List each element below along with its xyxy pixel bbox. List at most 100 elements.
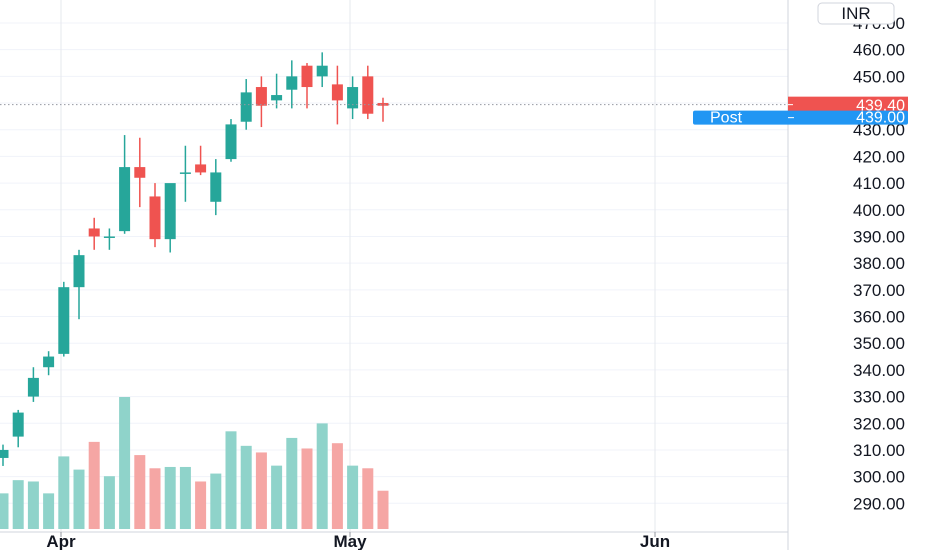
x-tick-label: May (333, 532, 367, 550)
candle[interactable] (240, 79, 252, 130)
candle[interactable] (210, 159, 222, 216)
y-tick-label: 340.00 (853, 361, 905, 380)
currency-label: INR (841, 4, 870, 23)
candle[interactable] (73, 249, 85, 320)
volume-bar (362, 468, 374, 529)
post-price-badge-box (693, 110, 908, 125)
volume-bar (119, 397, 131, 529)
candle[interactable] (149, 183, 161, 248)
candle[interactable] (179, 145, 191, 202)
x-tick-label: Apr (46, 532, 76, 550)
y-tick-label: 410.00 (853, 174, 905, 193)
y-tick-label: 380.00 (853, 254, 905, 273)
volume-bar (58, 456, 70, 529)
volume-bar (73, 469, 85, 529)
candle[interactable] (88, 217, 100, 250)
candle-body (331, 84, 343, 101)
volume-bar (301, 448, 313, 529)
volume-bar (286, 437, 298, 529)
volume-bar (179, 466, 191, 529)
volume-bar (240, 445, 252, 529)
candle-body (362, 76, 374, 114)
y-tick-label: 290.00 (853, 494, 905, 513)
volume-bar (134, 455, 146, 529)
y-tick-label: 350.00 (853, 334, 905, 353)
candle-body (286, 76, 298, 90)
candle[interactable] (286, 60, 298, 109)
volume-bar (103, 476, 115, 529)
candle-body (179, 172, 191, 174)
last-price-badge[interactable]: 439.40 (788, 96, 908, 115)
volume-bar (316, 423, 328, 529)
y-tick-label: 310.00 (853, 441, 905, 460)
candle-body (27, 377, 39, 397)
volume-bar (195, 481, 207, 529)
volume-bar (88, 441, 100, 529)
y-tick-label: 460.00 (853, 41, 905, 60)
volume-bar (225, 431, 237, 529)
candle-body (210, 172, 222, 202)
candle[interactable] (27, 367, 39, 402)
candle[interactable] (271, 73, 283, 109)
candle-body (43, 356, 55, 368)
y-tick-label: 330.00 (853, 388, 905, 407)
post-price-badge[interactable]: Post 439.00 (693, 110, 908, 127)
x-tick-label: Jun (640, 532, 670, 550)
candle[interactable] (316, 52, 328, 88)
post-price-label: 439.00 (856, 110, 905, 127)
volume-bar (27, 481, 39, 529)
y-tick-label: 420.00 (853, 147, 905, 166)
last-price-label: 439.40 (856, 98, 905, 115)
candle[interactable] (301, 63, 313, 109)
candle[interactable] (347, 76, 359, 120)
candle[interactable] (0, 444, 9, 466)
volume-bar (377, 490, 389, 529)
candle-body (134, 167, 146, 178)
candle-body (58, 287, 70, 354)
candles (0, 52, 389, 466)
candle[interactable] (377, 97, 389, 122)
candle[interactable] (164, 183, 176, 253)
y-tick-label: 320.00 (853, 414, 905, 433)
candle[interactable] (255, 76, 267, 128)
candle[interactable] (134, 137, 146, 208)
candle-body (119, 167, 131, 232)
time-axis[interactable]: Apr May Jun (0, 531, 788, 550)
candle-body (225, 124, 237, 160)
post-price-tag: Post (710, 110, 743, 127)
candle-body (12, 412, 24, 437)
candle-body (0, 449, 9, 458)
currency-badge-box (817, 2, 895, 25)
currency-badge[interactable]: INR (817, 2, 895, 25)
y-tick-label: 300.00 (853, 468, 905, 487)
candle[interactable] (58, 281, 70, 357)
y-tick-label: 400.00 (853, 201, 905, 220)
y-tick-label: 370.00 (853, 281, 905, 300)
candle-body (377, 103, 389, 106)
y-tick-label: 390.00 (853, 227, 905, 246)
candle[interactable] (43, 351, 55, 376)
candle[interactable] (195, 145, 207, 176)
volume-bar (0, 493, 9, 529)
price-axis[interactable]: 290.00 300.00 310.00 320.00 330.00 340.00 350.… (693, 0, 908, 550)
grid-lines (0, 0, 788, 532)
candle-body (149, 196, 161, 240)
volume-bar (164, 466, 176, 529)
last-price-badge-box (788, 96, 908, 112)
candle[interactable] (12, 409, 24, 448)
candle-body (240, 92, 252, 122)
candle-body (88, 228, 100, 237)
candle[interactable] (103, 228, 115, 250)
candle[interactable] (225, 119, 237, 162)
candle-body (255, 87, 267, 106)
candle[interactable] (362, 65, 374, 120)
candle-body (164, 183, 176, 240)
volume-bar (271, 465, 283, 529)
candle-body (271, 95, 283, 101)
candle[interactable] (331, 65, 343, 125)
y-tick-label: 450.00 (853, 67, 905, 86)
y-tick-label: 360.00 (853, 308, 905, 327)
candle[interactable] (119, 135, 131, 234)
volume-bar (149, 468, 161, 529)
